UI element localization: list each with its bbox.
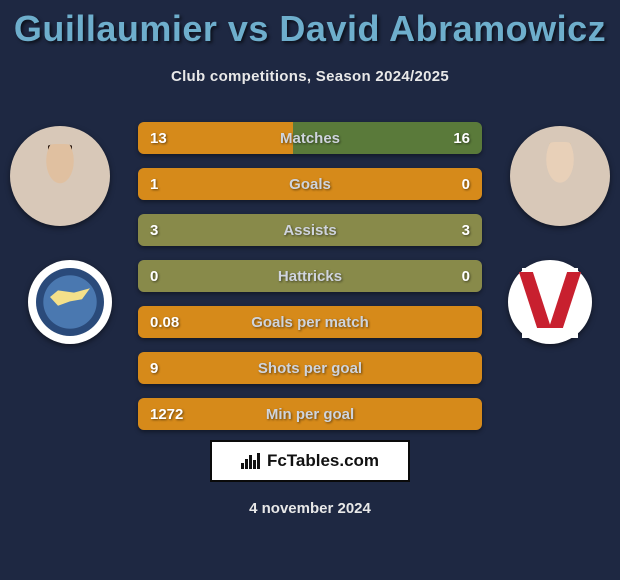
stat-row: 13Matches16 [138,122,482,154]
player2-avatar [510,126,610,226]
stat-left-value: 13 [150,130,167,147]
stat-label: Assists [138,222,482,239]
stat-label: Min per goal [138,406,482,423]
stat-left-value: 9 [150,360,158,377]
stat-row: 9Shots per goal [138,352,482,384]
player1-avatar [10,126,110,226]
stat-left-value: 1 [150,176,158,193]
stat-left-value: 1272 [150,406,183,423]
stat-right-value: 0 [462,176,470,193]
stat-label: Goals per match [138,314,482,331]
stat-left-value: 0 [150,268,158,285]
brand-box: FcTables.com [210,440,410,482]
stat-right-value: 16 [453,130,470,147]
stat-label: Goals [138,176,482,193]
stat-right-value: 0 [462,268,470,285]
stat-row: 3Assists3 [138,214,482,246]
stat-row: 0.08Goals per match [138,306,482,338]
brand-text: FcTables.com [267,451,379,471]
stat-right-value: 3 [462,222,470,239]
player2-club-logo [508,260,592,344]
player1-club-logo [28,260,112,344]
comparison-subtitle: Club competitions, Season 2024/2025 [0,68,620,85]
stat-rows: 13Matches161Goals03Assists30Hattricks00.… [138,122,482,444]
comparison-date: 4 november 2024 [0,500,620,517]
stat-label: Hattricks [138,268,482,285]
stat-row: 1272Min per goal [138,398,482,430]
stat-row: 0Hattricks0 [138,260,482,292]
stat-row: 1Goals0 [138,168,482,200]
stat-left-value: 3 [150,222,158,239]
chart-icon [241,453,261,469]
comparison-title: Guillaumier vs David Abramowicz [0,0,620,50]
stat-label: Matches [138,130,482,147]
stat-left-value: 0.08 [150,314,179,331]
stat-label: Shots per goal [138,360,482,377]
